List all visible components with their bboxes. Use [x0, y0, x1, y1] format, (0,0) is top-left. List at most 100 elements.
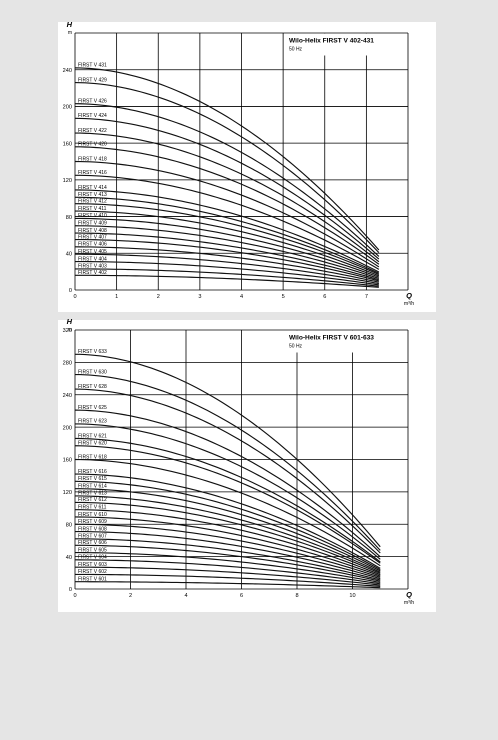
chart-title: Wilo-Helix FIRST V 601-633	[289, 335, 374, 342]
series-label: FIRST V 411	[78, 206, 107, 212]
series-curve	[74, 146, 380, 265]
series-curve	[74, 552, 381, 584]
series-curve	[74, 423, 381, 560]
x-tick-label: 4	[184, 593, 187, 599]
series-curve	[74, 210, 380, 277]
series-label: FIRST V 406	[78, 242, 107, 248]
chart-subtitle: 50 Hz	[289, 344, 303, 350]
x-tick-label: 3	[198, 294, 201, 300]
series-label: FIRST V 611	[78, 504, 107, 510]
chart-title: Wilo-Helix FIRST V 402-431	[289, 38, 374, 45]
series-curve	[74, 238, 380, 282]
series-curve	[74, 573, 381, 587]
x-axis-unit: m³/h	[404, 600, 414, 606]
y-axis-unit: m	[68, 327, 72, 333]
y-tick-label: 200	[63, 425, 72, 431]
series-label: FIRST V 420	[78, 142, 107, 148]
series-label: FIRST V 628	[78, 384, 107, 390]
y-tick-label: 0	[69, 288, 72, 294]
y-tick-label: 120	[63, 490, 72, 496]
chart-panel	[58, 22, 436, 312]
y-tick-label: 160	[63, 458, 72, 464]
series-label: FIRST V 424	[78, 113, 107, 119]
y-tick-label: 80	[66, 522, 72, 528]
x-tick-label: 1	[115, 294, 118, 300]
y-tick-label: 200	[63, 105, 72, 111]
x-tick-label: 5	[282, 294, 285, 300]
series-curve	[74, 225, 380, 279]
series-label: FIRST V 625	[78, 405, 107, 411]
series-curve	[74, 232, 380, 281]
series-curve	[74, 523, 381, 578]
series-curve	[74, 196, 380, 274]
series-label: FIRST V 609	[78, 519, 107, 525]
series-curve	[74, 437, 381, 563]
series-curve	[74, 253, 379, 285]
series-curve	[74, 509, 381, 576]
series-label: FIRST V 608	[78, 526, 107, 532]
y-tick-label: 40	[66, 555, 72, 561]
series-label: FIRST V 616	[78, 469, 107, 475]
series-label: FIRST V 630	[78, 369, 107, 375]
series-label: FIRST V 409	[78, 221, 107, 227]
series-curves	[74, 67, 380, 288]
series-curve	[74, 495, 381, 573]
series-curve	[75, 566, 381, 586]
x-axis-symbol: Q	[406, 590, 412, 599]
series-curve	[74, 538, 381, 581]
y-tick-label: 40	[66, 251, 72, 257]
y-tick-label: 280	[63, 361, 72, 367]
x-tick-label: 6	[323, 294, 326, 300]
series-label: FIRST V 618	[78, 454, 107, 460]
series-label: FIRST V 603	[78, 562, 107, 568]
series-label: FIRST V 404	[78, 256, 107, 262]
x-tick-label: 2	[129, 593, 132, 599]
x-tick-label: 7	[365, 294, 368, 300]
x-tick-label: 2	[157, 294, 160, 300]
x-tick-label: 4	[240, 294, 243, 300]
series-curve	[74, 501, 381, 574]
y-tick-label: 0	[69, 587, 72, 593]
series-label: FIRST V 422	[78, 128, 107, 134]
series-curve	[74, 353, 381, 548]
series-label: FIRST V 414	[78, 185, 107, 191]
series-curve	[74, 117, 380, 260]
x-tick-label: 10	[349, 593, 355, 599]
series-label: FIRST V 402	[78, 270, 107, 276]
series-label: FIRST V 614	[78, 483, 107, 489]
series-curve	[74, 388, 381, 554]
series-labels: FIRST V 431 FIRST V 429 FIRST V 426 FIRST V…	[78, 63, 107, 276]
series-curve	[74, 516, 381, 577]
series-curve	[74, 67, 380, 251]
series-curve	[74, 174, 380, 270]
y-tick-label: 80	[66, 215, 72, 221]
series-curve	[74, 260, 379, 286]
x-tick-label: 8	[295, 593, 298, 599]
series-curve	[74, 373, 381, 551]
series-label: FIRST V 602	[78, 569, 107, 575]
series-curve	[74, 203, 380, 275]
series-label: FIRST V 613	[78, 491, 107, 497]
series-curve	[74, 81, 380, 254]
x-tick-label: 0	[73, 593, 76, 599]
series-label: FIRST V 615	[78, 476, 107, 482]
y-tick-label: 240	[63, 68, 72, 74]
series-label: FIRST V 412	[78, 199, 107, 205]
series-curve	[74, 160, 380, 268]
y-axis-symbol: H	[67, 20, 73, 29]
series-label: FIRST V 606	[78, 540, 107, 546]
series-curve	[74, 217, 380, 278]
series-curve	[74, 274, 379, 288]
series-curves	[74, 353, 381, 589]
series-label: FIRST V 408	[78, 228, 107, 234]
series-label: FIRST V 607	[78, 534, 107, 540]
chart-1: 0 40 80 120 160 200 240 0 1 2 3 4 5 6 7 Hm Qm³/h Wilo-Hel…	[58, 20, 436, 312]
x-axis-unit: m³/h	[404, 301, 414, 307]
series-label: FIRST V 621	[78, 433, 107, 439]
series-curve	[74, 530, 381, 580]
series-label: FIRST V 604	[78, 555, 107, 561]
x-tick-label: 0	[73, 294, 76, 300]
series-curve	[74, 103, 380, 257]
series-label: FIRST V 610	[78, 512, 107, 518]
series-curve	[74, 132, 380, 263]
